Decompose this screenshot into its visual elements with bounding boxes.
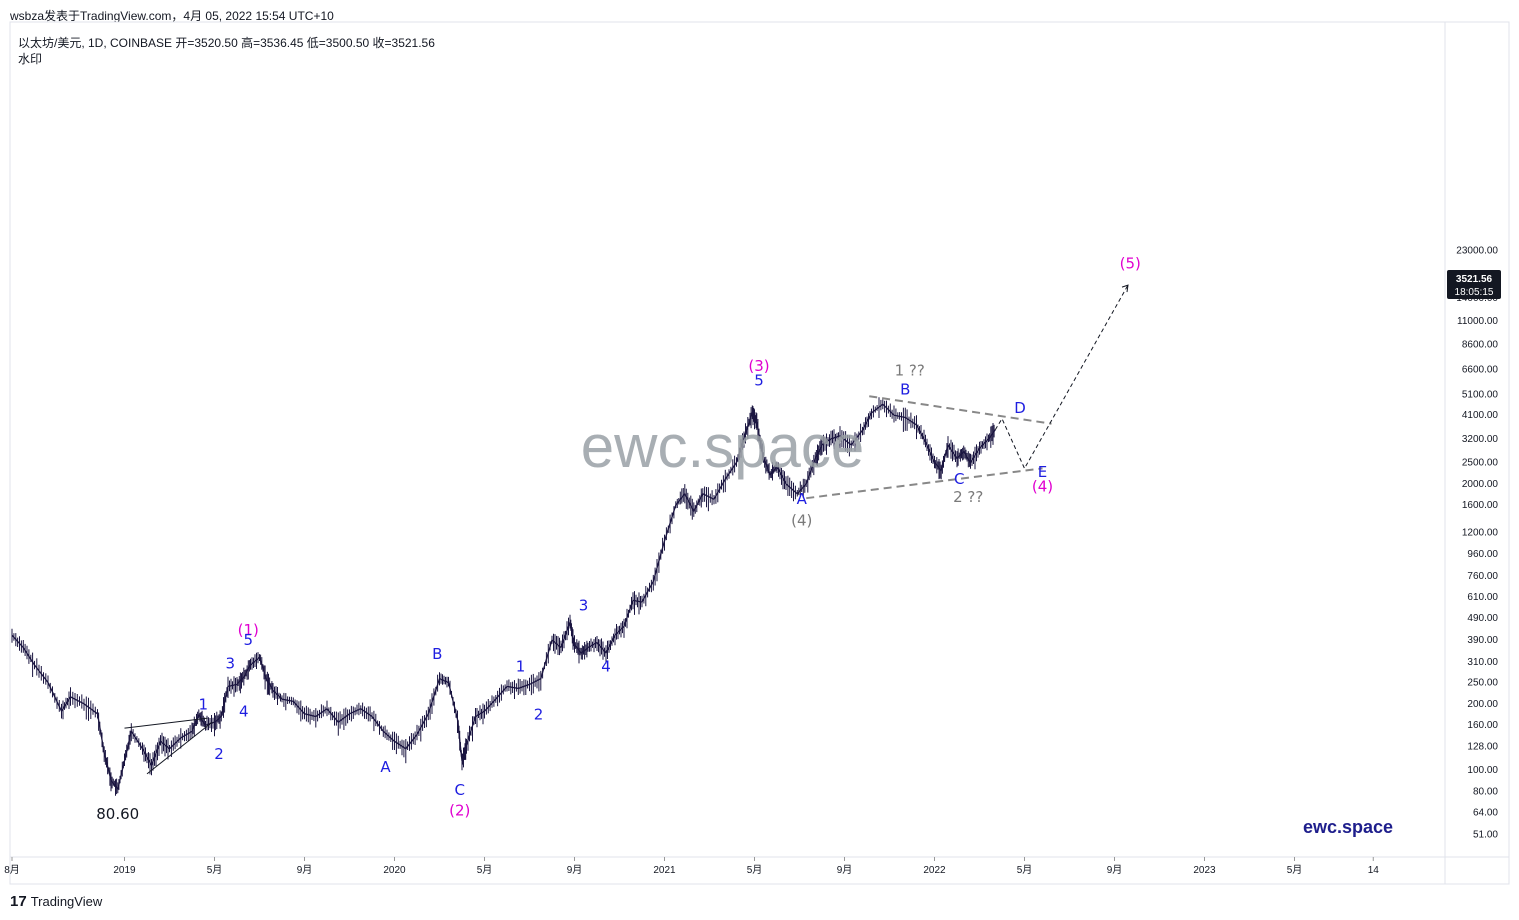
early-triangle-lower-line	[146, 721, 213, 775]
wave-label: 1 ??	[895, 362, 925, 380]
projection-arrowhead	[1121, 284, 1129, 293]
time-tick-label: 2019	[113, 865, 136, 876]
wave-label: 4	[601, 658, 611, 676]
price-tick-label: 11000.00	[1457, 316, 1498, 327]
chart-border	[9, 21, 1510, 885]
price-tick-label: 4100.00	[1462, 410, 1499, 421]
time-tick-label: 9月	[297, 864, 313, 876]
price-tick-label: 64.00	[1473, 808, 1498, 819]
time-tick-label: 8月	[4, 864, 20, 876]
trendlines	[124, 284, 1129, 775]
time-tick-label: 5月	[207, 864, 223, 876]
wave-label: (5)	[1120, 255, 1141, 273]
wave-label: (4)	[791, 512, 812, 530]
price-tick-label: 760.00	[1467, 571, 1498, 582]
time-tick-label: 5月	[1017, 864, 1033, 876]
wave-label: 80.60	[96, 805, 139, 823]
tradingview-footer[interactable]: 17 TradingView	[10, 893, 102, 910]
price-tick-label: 2000.00	[1462, 479, 1499, 490]
wave-label: 1	[198, 696, 208, 714]
countdown-value: 18:05:15	[1455, 287, 1494, 298]
wave-label: 5	[243, 631, 253, 649]
wave-label: 2	[534, 705, 544, 723]
price-tick-label: 100.00	[1467, 765, 1498, 776]
symbol-legend: 以太坊/美元, 1D, COINBASE 开=3520.50 高=3536.45…	[18, 35, 435, 67]
wave-label: (4)	[1032, 478, 1053, 496]
wave-label: B	[432, 645, 442, 663]
price-tick-label: 960.00	[1467, 549, 1498, 560]
price-tick-label: 128.00	[1467, 741, 1498, 752]
brand-text: ewc.space	[1303, 817, 1394, 837]
price-tick-label: 490.00	[1467, 613, 1498, 624]
wave-label: (1)	[238, 621, 259, 639]
price-tick-label: 1600.00	[1462, 500, 1499, 511]
wave-label: (3)	[748, 357, 769, 375]
wave-label: 2 ??	[953, 488, 983, 506]
wave-label: E	[1038, 463, 1047, 481]
price-axis[interactable]: 23000.0018000.0014000.0011000.008600.006…	[1456, 245, 1498, 840]
time-tick-label: 14	[1368, 865, 1380, 876]
price-tick-label: 8600.00	[1462, 339, 1499, 350]
price-tick-label: 310.00	[1467, 657, 1498, 668]
wave-label: C	[954, 470, 964, 488]
early-triangle-upper-line	[124, 717, 208, 729]
price-tick-label: 5100.00	[1462, 389, 1499, 400]
price-tick-label: 390.00	[1467, 635, 1498, 646]
wave-label: 4	[239, 703, 249, 721]
last-price-badge-bg	[1447, 270, 1501, 299]
time-tick-label: 9月	[567, 864, 583, 876]
time-axis[interactable]: 8月 2019 5月 9月 2020 5月 9月 2021 5月 9月 2022 5月 9月 2023 5月…	[4, 857, 1379, 876]
triangle-lower-line	[806, 467, 1043, 500]
time-tick-label: 2020	[383, 865, 406, 876]
tradingview-name: TradingView	[30, 894, 103, 909]
price-tick-label: 6600.00	[1462, 365, 1499, 376]
price-tick-label: 200.00	[1467, 699, 1498, 710]
tradingview-logo-icon: 17	[10, 893, 27, 910]
last-price-value: 3521.56	[1456, 274, 1493, 285]
time-tick-label: 5月	[477, 864, 493, 876]
price-tick-label: 610.00	[1467, 592, 1498, 603]
wave-label: (2)	[449, 802, 470, 820]
price-tick-label: 160.00	[1467, 720, 1498, 731]
time-tick-label: 9月	[1107, 864, 1123, 876]
price-tick-label: 23000.00	[1456, 245, 1498, 256]
price-tick-label: 250.00	[1467, 677, 1498, 688]
wave-label: B	[900, 380, 910, 398]
time-tick-label: 9月	[837, 864, 853, 876]
price-series	[11, 397, 996, 796]
watermark-label: 水印	[18, 52, 43, 66]
time-tick-label: 5月	[747, 864, 763, 876]
wave-label: 3	[579, 597, 589, 615]
price-tick-label: 1200.00	[1462, 528, 1499, 539]
publisher-line: wsbza发表于TradingView.com，4月 05, 2022 15:5…	[10, 9, 334, 23]
triangle-upper-line	[869, 395, 1052, 425]
symbol-ohlc-line: 以太坊/美元, 1D, COINBASE 开=3520.50 高=3536.45…	[18, 36, 435, 50]
time-tick-label: 2023	[1193, 865, 1216, 876]
wave-label: D	[1014, 399, 1026, 417]
price-tick-label: 80.00	[1473, 786, 1498, 797]
wave-label: C	[455, 781, 465, 799]
wave-label: A	[380, 758, 391, 776]
time-tick-label: 2021	[653, 865, 676, 876]
watermark-text: ewc.space	[580, 413, 865, 480]
wave-label: A	[797, 490, 808, 508]
wave-label: 3	[225, 654, 235, 672]
wave-label: 2	[214, 745, 224, 763]
time-tick-label: 5月	[1287, 864, 1303, 876]
price-tick-label: 3200.00	[1462, 434, 1499, 445]
price-tick-label: 51.00	[1473, 829, 1498, 840]
wave-label: 1	[516, 658, 526, 676]
wave-label: 5	[754, 371, 764, 389]
last-price-badge: 3521.56 18:05:15	[1447, 270, 1501, 299]
price-tick-label: 2500.00	[1462, 457, 1499, 468]
time-tick-label: 2022	[923, 865, 946, 876]
